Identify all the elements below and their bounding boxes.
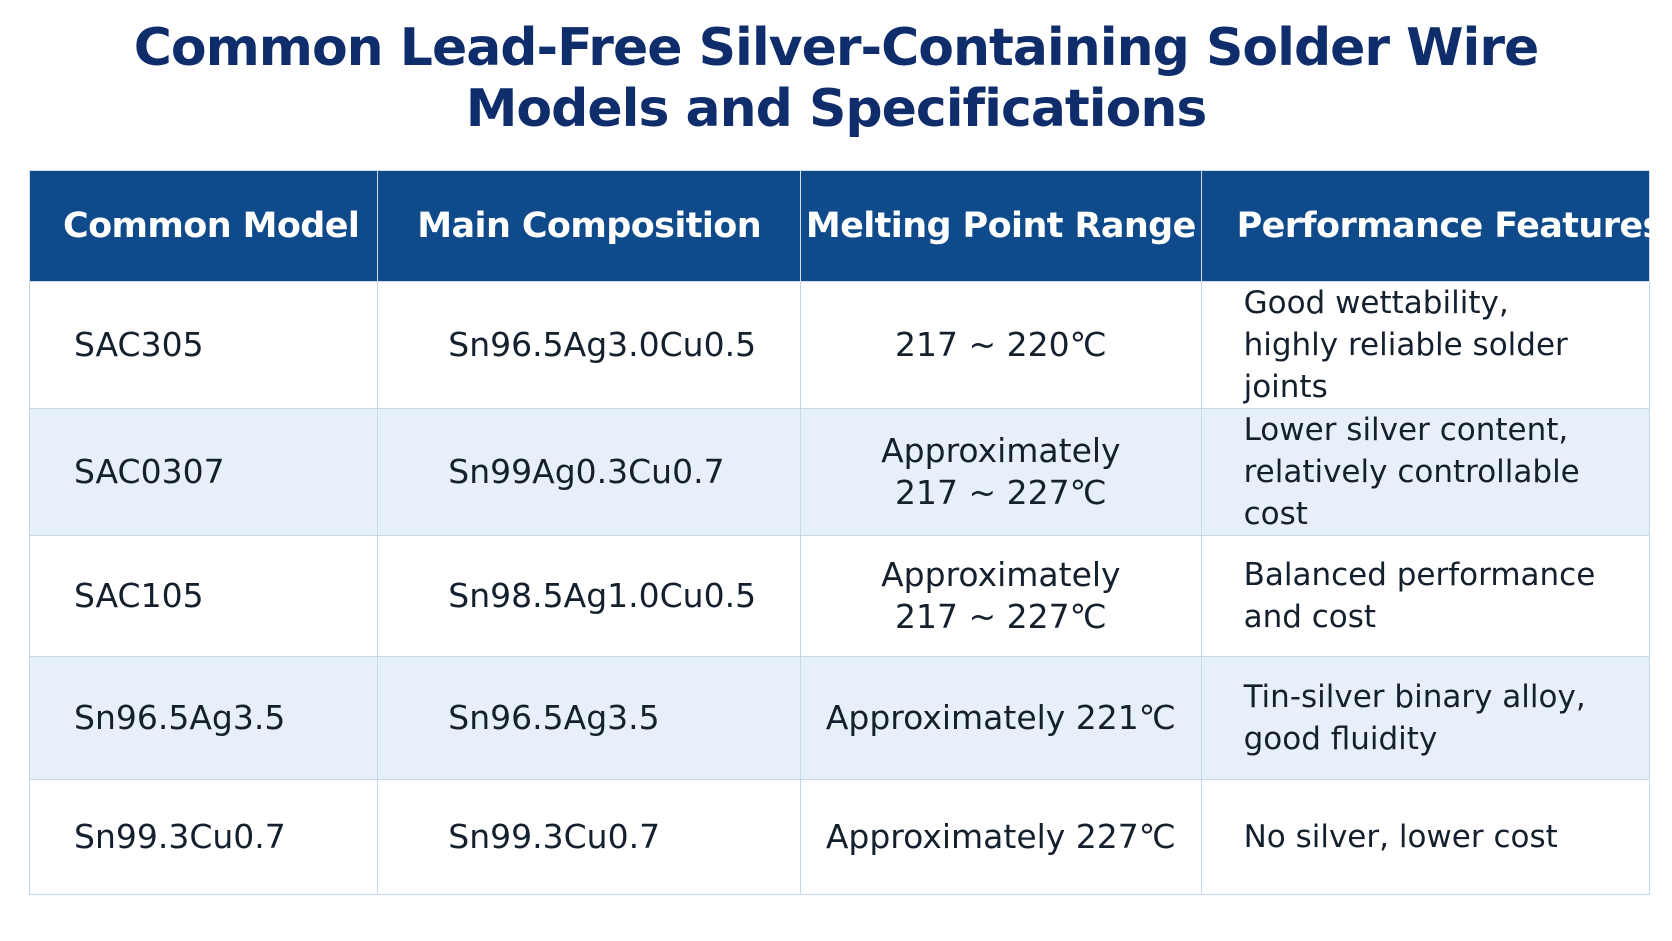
cell-model: Sn99.3Cu0.7 <box>28 779 379 895</box>
table-row: SAC0307 Sn99Ag0.3Cu0.7 Approximately 217… <box>28 408 1651 536</box>
cell-features: Balanced performance and cost <box>1200 535 1651 657</box>
header-main-composition: Main Composition <box>377 170 802 282</box>
cell-features: No silver, lower cost <box>1200 779 1651 895</box>
header-row: Common Model Main Composition Melting Po… <box>28 170 1663 282</box>
features-line: Good wettability, <box>1243 285 1509 321</box>
cell-model: SAC105 <box>28 535 379 657</box>
cell-composition: Sn99Ag0.3Cu0.7 <box>377 408 802 536</box>
features-line: and cost <box>1243 599 1377 635</box>
table-row: Sn99.3Cu0.7 Sn99.3Cu0.7 Approximately 22… <box>28 779 1651 895</box>
cell-melting-point: Approximately 227℃ <box>800 779 1202 895</box>
cell-melting-point: Approximately 217 ~ 227℃ <box>800 535 1202 657</box>
features-line: Tin-silver binary alloy, <box>1243 679 1586 715</box>
cell-melting-point: 217 ~ 220℃ <box>800 281 1202 409</box>
header-performance-features: Performance Features <box>1200 170 1663 282</box>
cell-melting-point: Approximately 221℃ <box>800 656 1202 780</box>
cell-composition: Sn98.5Ag1.0Cu0.5 <box>377 535 802 657</box>
cell-model: SAC305 <box>28 281 379 409</box>
table-body: SAC305 Sn96.5Ag3.0Cu0.5 217 ~ 220℃ Good … <box>28 281 1651 895</box>
melting-point-line: Approximately <box>881 555 1121 594</box>
features-line: relatively controllable cost <box>1243 454 1580 532</box>
cell-composition: Sn96.5Ag3.5 <box>377 656 802 780</box>
cell-model: SAC0307 <box>28 408 379 536</box>
cell-composition: Sn99.3Cu0.7 <box>377 779 802 895</box>
melting-point-line: 217 ~ 227℃ <box>895 597 1107 636</box>
features-line: highly reliable solder joints <box>1243 327 1568 405</box>
cell-features: Lower silver content, relatively control… <box>1200 408 1651 536</box>
melting-point-line: 217 ~ 227℃ <box>895 473 1107 512</box>
page-title-line-2: Models and Specifications <box>465 79 1208 139</box>
melting-point-line: Approximately 221℃ <box>825 698 1176 737</box>
cell-melting-point: Approximately 217 ~ 227℃ <box>800 408 1202 536</box>
table-header: Common Model Main Composition Melting Po… <box>28 170 1663 282</box>
melting-point-line: Approximately <box>881 431 1121 470</box>
header-common-model: Common Model <box>28 170 379 282</box>
page-title: Common Lead-Free Silver-Containing Solde… <box>0 18 1672 140</box>
features-line: good fluidity <box>1243 721 1438 757</box>
features-line: Balanced performance <box>1243 557 1596 593</box>
cell-model: Sn96.5Ag3.5 <box>28 656 379 780</box>
table-row: Sn96.5Ag3.5 Sn96.5Ag3.5 Approximately 22… <box>28 656 1651 780</box>
table-row: SAC105 Sn98.5Ag1.0Cu0.5 Approximately 21… <box>28 535 1651 657</box>
melting-point-line: 217 ~ 220℃ <box>895 325 1107 364</box>
features-line: No silver, lower cost <box>1243 819 1558 855</box>
melting-point-line: Approximately 227℃ <box>825 817 1176 856</box>
cell-features: Good wettability, highly reliable solder… <box>1200 281 1651 409</box>
page-title-line-1: Common Lead-Free Silver-Containing Solde… <box>133 18 1540 78</box>
header-melting-point-range: Melting Point Range <box>800 170 1202 282</box>
table-row: SAC305 Sn96.5Ag3.0Cu0.5 217 ~ 220℃ Good … <box>28 281 1651 409</box>
solder-wire-specs-table: Common Model Main Composition Melting Po… <box>28 170 1663 895</box>
features-line: Lower silver content, <box>1243 412 1569 448</box>
cell-features: Tin-silver binary alloy, good fluidity <box>1200 656 1651 780</box>
cell-composition: Sn96.5Ag3.0Cu0.5 <box>377 281 802 409</box>
